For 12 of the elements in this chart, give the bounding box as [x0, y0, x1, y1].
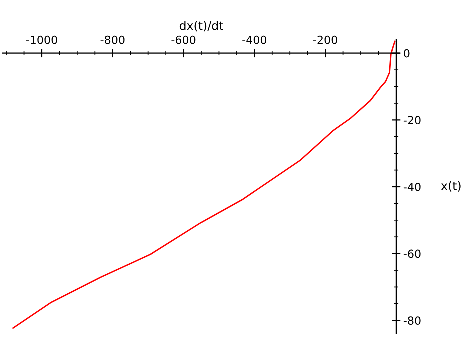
y-axis-title: x(t)	[441, 181, 461, 192]
y-tick-label: -20	[404, 116, 421, 125]
y-tick-label: -60	[404, 250, 421, 258]
x-tick-label: -400	[242, 36, 267, 44]
y-tick-label: -80	[404, 316, 421, 326]
x-tick-label: -200	[313, 36, 338, 44]
y-tick-label: 0	[404, 49, 410, 58]
x-tick-label: -600	[172, 36, 196, 44]
y-tick-label: -40	[404, 182, 421, 192]
x-tick-label: -800	[100, 36, 125, 44]
x-axis-title: dx(t)/dt	[180, 21, 224, 32]
x-tick-label: -1000	[26, 36, 58, 44]
